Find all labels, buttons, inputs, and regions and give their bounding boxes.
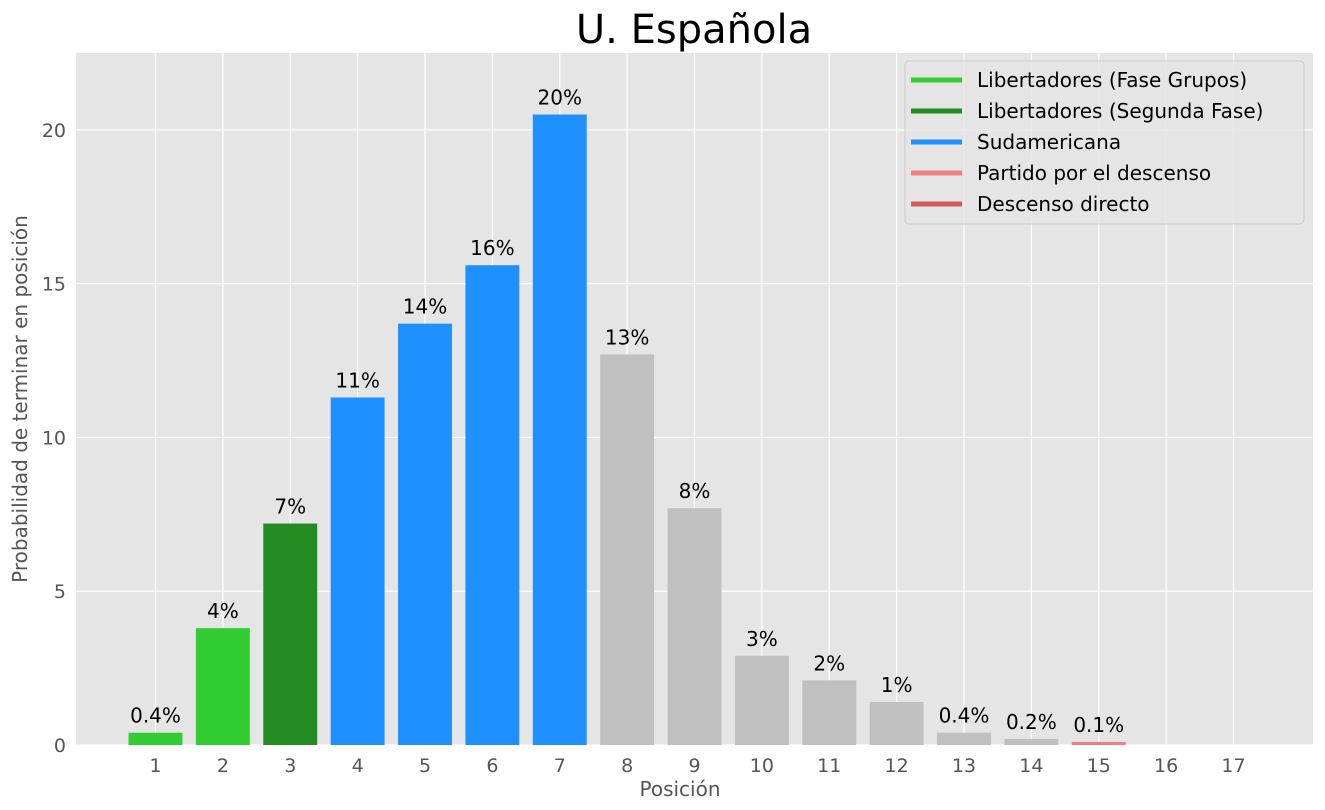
bar: [1004, 738, 1059, 745]
data-label: 7%: [274, 495, 306, 519]
bars: [128, 114, 1126, 745]
data-label: 0.4%: [939, 704, 990, 728]
data-label: 4%: [207, 599, 239, 623]
x-tick-label: 12: [885, 755, 909, 777]
data-labels: 0.4% 4% 7% 11% 14% 16% 20% 13% 8% 3% 2% 1% 0.4% 0.2% 0…: [130, 86, 1124, 737]
bar: [128, 732, 183, 745]
x-tick-label: 13: [952, 755, 976, 777]
bar: [1071, 741, 1126, 745]
data-label: 0.2%: [1006, 710, 1057, 734]
legend-label: Sudamericana: [977, 130, 1121, 154]
x-tick-label: 5: [419, 755, 431, 777]
x-tick-label: 11: [817, 755, 841, 777]
data-label: 0.1%: [1073, 713, 1124, 737]
data-label: 0.4%: [130, 704, 181, 728]
data-label: 14%: [403, 295, 447, 319]
x-tick-label: 17: [1221, 755, 1245, 777]
bar: [600, 354, 655, 745]
x-axis-ticks: 1 2 3 4 5 6 7 8 9 10 11 12 13 14 15 16 17: [149, 755, 1245, 777]
x-tick-label: 16: [1154, 755, 1178, 777]
bar: [263, 523, 318, 745]
bar: [532, 114, 587, 745]
x-tick-label: 8: [621, 755, 633, 777]
data-label: 3%: [746, 627, 778, 651]
data-label: 16%: [470, 236, 514, 260]
x-tick-label: 9: [688, 755, 700, 777]
bar: [869, 701, 924, 745]
y-tick-label: 20: [42, 120, 66, 142]
bar: [195, 628, 250, 745]
data-label: 2%: [813, 651, 845, 675]
bar: [398, 323, 452, 745]
x-tick-label: 3: [284, 755, 296, 777]
x-tick-label: 1: [149, 755, 161, 777]
chart-title: U. Española: [576, 7, 812, 53]
data-label: 11%: [335, 368, 379, 392]
y-tick-label: 0: [54, 735, 66, 757]
data-label: 20%: [538, 86, 582, 110]
x-tick-label: 4: [352, 755, 364, 777]
x-tick-label: 14: [1019, 755, 1043, 777]
data-label: 8%: [679, 479, 711, 503]
y-axis-ticks: 0 5 10 15 20: [42, 120, 66, 757]
legend-label: Libertadores (Fase Grupos): [977, 68, 1247, 92]
data-label: 13%: [605, 325, 649, 349]
y-tick-label: 10: [42, 427, 66, 449]
legend-label: Descenso directo: [977, 192, 1150, 216]
x-axis-label: Posición: [639, 777, 720, 801]
x-tick-label: 7: [554, 755, 566, 777]
legend-box: [904, 60, 1305, 225]
x-tick-label: 2: [217, 755, 229, 777]
bar: [667, 508, 722, 745]
data-label: 1%: [881, 673, 913, 697]
y-axis-label: Probabilidad de terminar en posición: [8, 215, 32, 583]
y-tick-label: 5: [54, 581, 66, 603]
x-tick-label: 15: [1087, 755, 1111, 777]
bar: [465, 265, 520, 745]
bar: [937, 732, 991, 745]
legend-label: Partido por el descenso: [977, 161, 1211, 185]
y-tick-label: 15: [42, 274, 66, 296]
bar: [330, 397, 385, 745]
bar: [734, 655, 789, 745]
x-tick-label: 10: [750, 755, 774, 777]
legend-label: Libertadores (Segunda Fase): [977, 99, 1263, 123]
x-tick-label: 6: [486, 755, 498, 777]
bar: [802, 680, 857, 745]
legend: Libertadores (Fase Grupos) Libertadores (…: [904, 60, 1305, 225]
